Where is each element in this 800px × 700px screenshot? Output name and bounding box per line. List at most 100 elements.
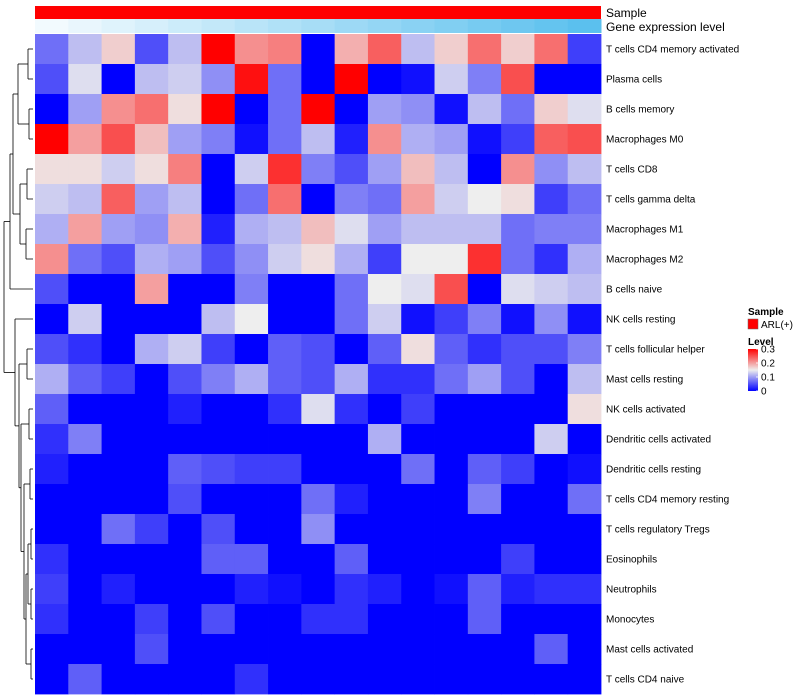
heatmap-cell (301, 154, 336, 185)
heatmap-cell (434, 274, 469, 305)
heatmap-cell (35, 364, 69, 395)
heatmap-cell (434, 244, 469, 275)
legend-level-title: Level (748, 337, 774, 348)
heatmap-cell (268, 124, 302, 155)
heatmap-cell (234, 424, 269, 455)
heatmap-cell (201, 244, 236, 275)
heatmap-cell (201, 574, 236, 605)
heatmap-cell (367, 64, 402, 95)
heatmap-cell (268, 364, 302, 395)
heatmap-cell (68, 124, 102, 155)
heatmap-cell (401, 604, 435, 635)
heatmap-cell (168, 154, 202, 185)
heatmap-cell (268, 304, 302, 335)
heatmap-cell (268, 244, 302, 275)
heatmap-cell (268, 664, 302, 695)
heatmap-cell (401, 514, 435, 545)
heatmap-cell (534, 634, 569, 665)
heatmap-cell (68, 604, 102, 635)
heatmap-cell (68, 244, 102, 275)
heatmap-cell (334, 514, 369, 545)
heatmap-cell (234, 304, 269, 335)
heatmap-cell (268, 424, 302, 455)
gene-expression-cell (534, 19, 569, 33)
heatmap-cell (201, 214, 236, 245)
heatmap-cell (534, 394, 569, 425)
heatmap-cell (334, 244, 369, 275)
row-label: T cells follicular helper (606, 345, 705, 356)
heatmap-cell (567, 154, 602, 185)
heatmap-cell (268, 574, 302, 605)
heatmap-cell (334, 184, 369, 215)
heatmap-cell (268, 184, 302, 215)
heatmap-cell (467, 64, 502, 95)
heatmap-cell (35, 424, 69, 455)
heatmap-cell (367, 304, 402, 335)
gene-expression-cell (401, 19, 436, 33)
heatmap-cell (501, 94, 535, 125)
heatmap-cell (567, 34, 602, 65)
heatmap-cell (301, 424, 336, 455)
heatmap-cell (201, 394, 236, 425)
gene-expression-annotation-label: Gene expression level (606, 20, 725, 34)
heatmap-cell (101, 124, 136, 155)
heatmap-cell (434, 154, 469, 185)
heatmap-cell (234, 124, 269, 155)
heatmap-cell (467, 604, 502, 635)
row-label: Macrophages M2 (606, 255, 684, 266)
heatmap-cell (401, 364, 435, 395)
heatmap-cell (68, 664, 102, 695)
row-label: NK cells resting (606, 315, 675, 326)
heatmap-cell (168, 64, 202, 95)
heatmap-cell (168, 214, 202, 245)
heatmap-cell (434, 124, 469, 155)
heatmap-cell (168, 394, 202, 425)
heatmap-cell (101, 664, 136, 695)
heatmap-cell (534, 424, 569, 455)
heatmap-cell (567, 484, 602, 515)
heatmap-cell (301, 634, 336, 665)
row-label: Macrophages M0 (606, 135, 684, 146)
heatmap-cell (434, 604, 469, 635)
heatmap-cell (68, 304, 102, 335)
heatmap-cell (201, 604, 236, 635)
heatmap-cell (201, 34, 236, 65)
heatmap-cell (101, 544, 136, 575)
heatmap-cell (234, 274, 269, 305)
heatmap-cell (301, 514, 336, 545)
heatmap-cell (101, 94, 136, 125)
heatmap-cell (101, 424, 136, 455)
row-label: T cells CD4 memory activated (606, 45, 739, 56)
heatmap-cell (534, 544, 569, 575)
heatmap-cell (301, 454, 336, 485)
heatmap-cell (301, 394, 336, 425)
heatmap-cell (68, 424, 102, 455)
heatmap-cell (68, 334, 102, 365)
heatmap-cell (35, 604, 69, 635)
heatmap-cell (501, 244, 535, 275)
heatmap-cell (401, 154, 435, 185)
heatmap-cell (434, 574, 469, 605)
heatmap-cell (168, 124, 202, 155)
heatmap-cell (68, 184, 102, 215)
heatmap-cell (534, 244, 569, 275)
heatmap-cell (501, 514, 535, 545)
heatmap-cell (567, 634, 602, 665)
heatmap-cell (534, 184, 569, 215)
heatmap-cell (234, 514, 269, 545)
heatmap-cell (234, 574, 269, 605)
heatmap-cell (168, 574, 202, 605)
legend: Sample ARL(+) Level 0.3 0.2 0.1 0 (747, 307, 793, 398)
heatmap-cell (501, 154, 535, 185)
heatmap-cell (168, 544, 202, 575)
heatmap-cell (134, 364, 169, 395)
heatmap-cell (434, 214, 469, 245)
heatmap-cell (201, 424, 236, 455)
gene-expression-cell (234, 19, 269, 33)
heatmap-cell (567, 64, 602, 95)
heatmap-cell (268, 544, 302, 575)
heatmap-cell (401, 664, 435, 695)
heatmap-cell (534, 94, 569, 125)
heatmap-cell (534, 574, 569, 605)
legend-level-ticks: 0.3 0.2 0.1 0 (756, 345, 775, 398)
